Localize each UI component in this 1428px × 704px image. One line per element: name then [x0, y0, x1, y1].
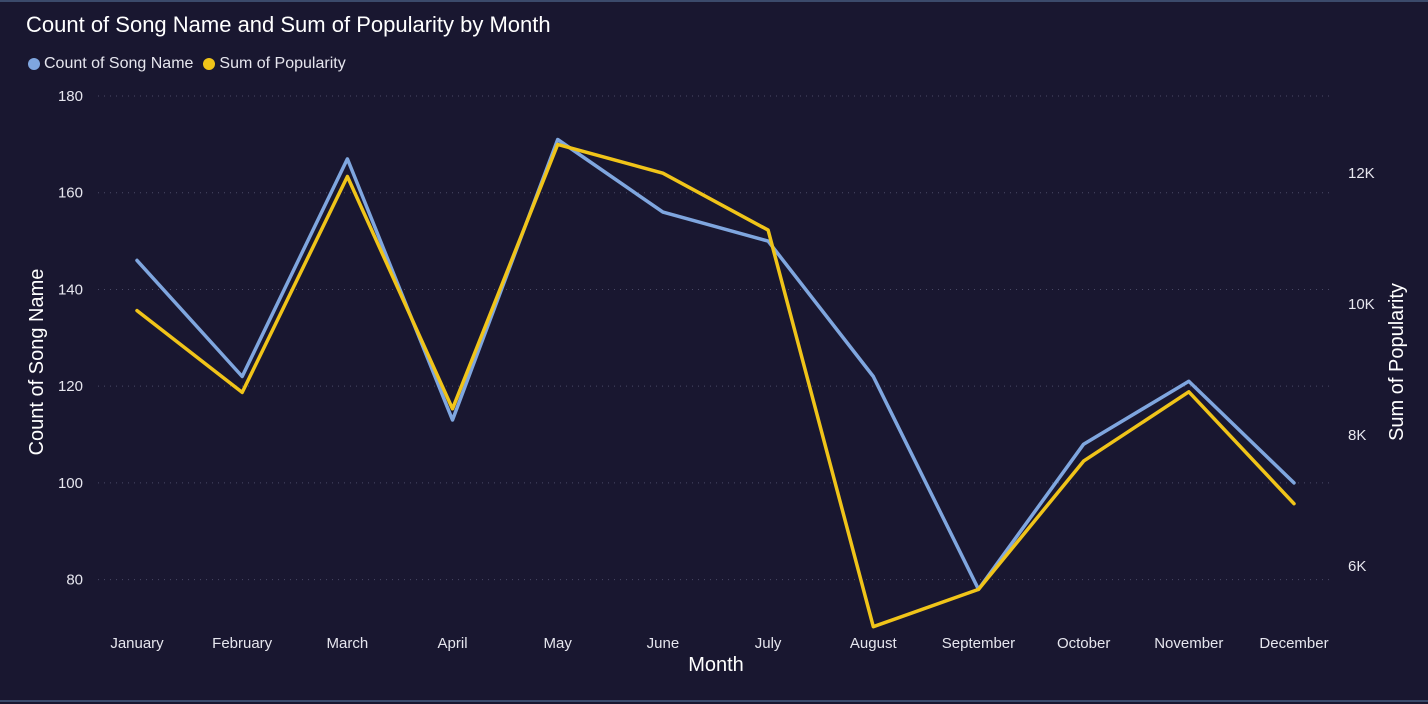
x-tick-label: September	[942, 635, 1015, 652]
y-axis-left-ticks: 80 100 120 140 160 180	[58, 88, 83, 589]
x-axis-ticks: January February March April May June July Augu…	[110, 635, 1328, 652]
y-tick-label-right: 12K	[1348, 165, 1375, 182]
x-tick-label: January	[110, 635, 164, 652]
x-tick-label: November	[1154, 635, 1223, 652]
y-axis-right-ticks: 6K 8K 10K 12K	[1348, 165, 1375, 575]
y-tick-label-left: 80	[66, 572, 83, 589]
y-tick-label-left: 100	[58, 475, 83, 492]
y-tick-label-left: 160	[58, 185, 83, 202]
x-tick-label: March	[327, 635, 369, 652]
y-axis-left-title: Count of Song Name	[26, 269, 48, 456]
x-tick-label: April	[438, 635, 468, 652]
y-tick-label-right: 10K	[1348, 296, 1375, 313]
series-line-count-of-song-name	[135, 137, 1296, 592]
series-line-sum-of-popularity	[135, 142, 1296, 629]
legend-item-count[interactable]: Count of Song Name	[28, 55, 193, 73]
y-tick-label-left: 140	[58, 281, 83, 298]
legend-item-popularity[interactable]: Sum of Popularity	[203, 55, 346, 73]
y-tick-label-right: 6K	[1348, 558, 1366, 575]
x-tick-label: December	[1259, 635, 1328, 652]
chart-title: Count of Song Name and Sum of Popularity…	[26, 12, 551, 37]
x-tick-label: June	[647, 635, 680, 652]
legend-label-count: Count of Song Name	[44, 55, 194, 72]
x-tick-label: May	[544, 635, 573, 652]
x-tick-label: July	[755, 635, 782, 652]
y-tick-label-right: 8K	[1348, 427, 1366, 444]
series-lines	[135, 137, 1296, 629]
x-tick-label: October	[1057, 635, 1110, 652]
legend-dot-count	[28, 58, 40, 70]
chart-legend: Count of Song Name Sum of Popularity	[28, 55, 356, 73]
gridlines	[98, 95, 1332, 581]
legend-label-popularity: Sum of Popularity	[219, 55, 346, 72]
x-tick-label: August	[850, 635, 898, 652]
x-axis-title: Month	[688, 654, 744, 676]
legend-dot-popularity	[203, 58, 216, 70]
y-axis-right-title: Sum of Popularity	[1386, 283, 1408, 441]
y-tick-label-left: 120	[58, 378, 83, 395]
y-tick-label-left: 180	[58, 88, 83, 105]
x-tick-label: February	[212, 635, 273, 652]
